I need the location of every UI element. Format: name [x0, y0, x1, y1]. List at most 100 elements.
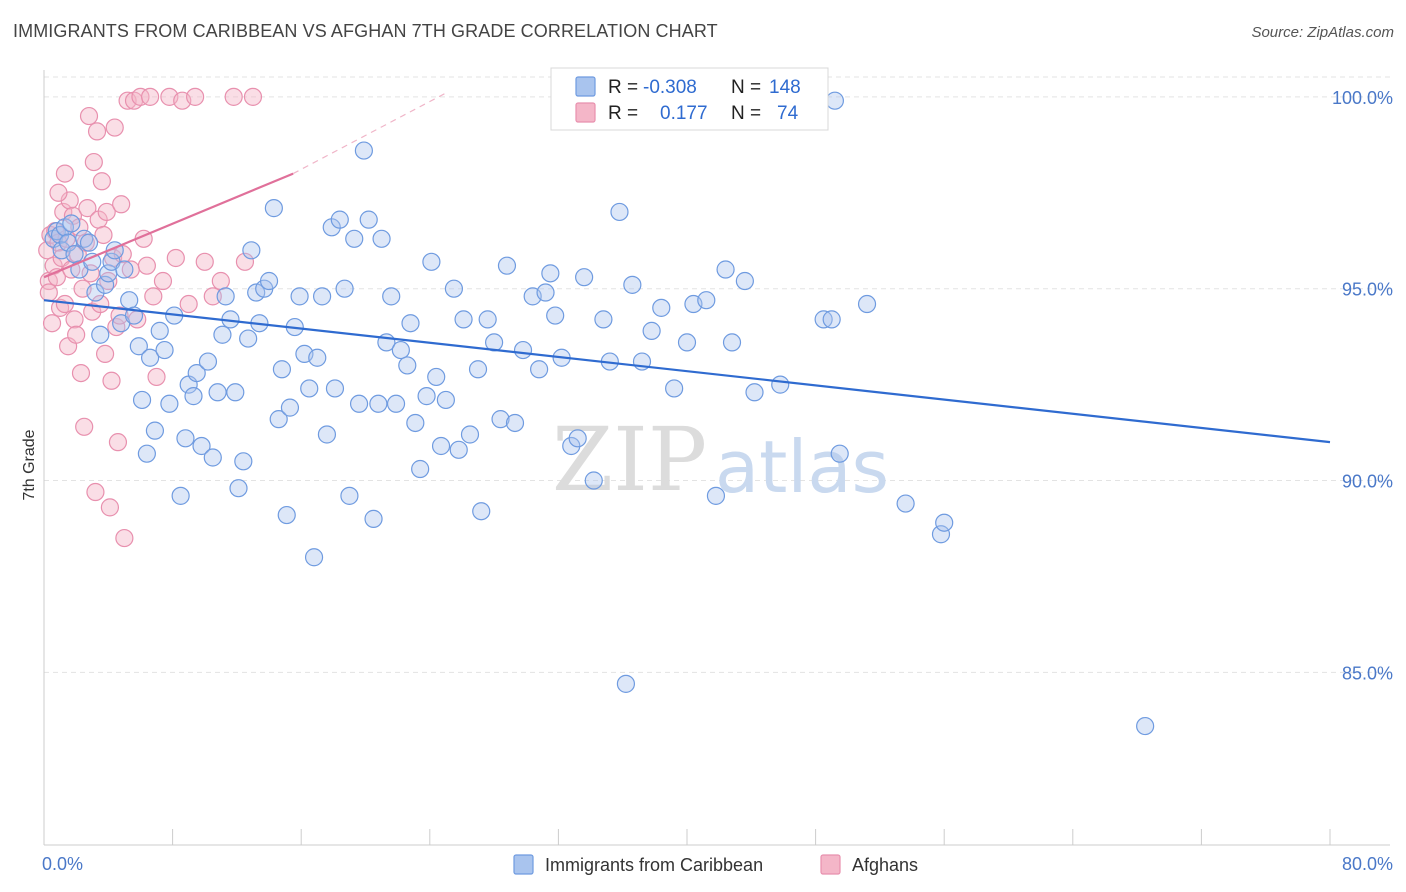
caribbean-point — [120, 291, 139, 310]
caribbean-point — [226, 383, 245, 402]
caribbean-point — [541, 264, 560, 283]
afghans-point — [86, 482, 105, 502]
caribbean-point — [382, 287, 401, 306]
caribbean-point — [460, 425, 480, 444]
caribbean-point — [594, 310, 613, 329]
caribbean-point — [623, 275, 642, 294]
legend-r-value-pink: 0.177 — [660, 103, 708, 124]
caribbean-point — [325, 379, 345, 398]
caribbean-point — [340, 486, 359, 505]
caribbean-point — [406, 413, 425, 433]
caribbean-point — [411, 459, 430, 479]
caribbean-point — [825, 91, 844, 110]
afghans-point — [100, 498, 120, 517]
caribbean-point — [213, 325, 232, 344]
afghans-point — [147, 367, 166, 387]
caribbean-point — [129, 337, 148, 356]
afghans-point — [140, 87, 160, 106]
caribbean-point — [417, 387, 436, 406]
caribbean-point — [857, 294, 877, 314]
caribbean-point — [312, 287, 332, 306]
caribbean-point — [229, 479, 248, 498]
afghans-point — [235, 252, 255, 271]
afghans-point — [211, 271, 230, 291]
caribbean-point — [91, 325, 110, 344]
caribbean-point — [280, 398, 300, 417]
legend-swatch-pink — [575, 102, 596, 123]
y-tick-labels: 85.0% 90.0% 95.0% 100.0% — [1332, 88, 1393, 683]
afghans-point — [91, 294, 110, 314]
caribbean-point — [422, 252, 441, 271]
caribbean-points — [44, 91, 1155, 736]
afghans-point — [144, 287, 163, 306]
y-tick-label: 90.0% — [1342, 472, 1393, 492]
caribbean-point — [513, 340, 533, 360]
caribbean-point — [830, 444, 849, 463]
caribbean-point — [677, 333, 697, 352]
caribbean-trendline — [43, 299, 1331, 444]
caribbean-point — [79, 233, 99, 252]
caribbean-point — [610, 202, 629, 222]
caribbean-point — [83, 252, 102, 271]
caribbean-point — [345, 229, 364, 248]
caribbean-point — [184, 387, 203, 406]
caribbean-point — [155, 340, 174, 360]
trendlines — [43, 92, 1331, 444]
x-tick-label: 0.0% — [42, 854, 83, 874]
bottom-legend-label-pink: Afghans — [852, 855, 918, 875]
caribbean-point — [62, 214, 81, 233]
afghans-point — [65, 310, 84, 329]
legend-n-value-pink: 74 — [777, 103, 799, 124]
afghans-point — [153, 271, 173, 291]
caribbean-point — [697, 291, 716, 310]
caribbean-point — [65, 245, 84, 264]
caribbean-point — [431, 436, 451, 456]
legend-n-label-pink: N = — [731, 103, 761, 124]
caribbean-point — [335, 279, 354, 298]
afghans-point — [131, 87, 150, 106]
caribbean-point — [304, 548, 324, 567]
afghans-trendline — [43, 172, 294, 279]
afghans-point — [112, 195, 131, 214]
x-tick-labels: 0.0% 80.0% — [42, 854, 1393, 874]
caribbean-point — [269, 410, 288, 429]
caribbean-point — [137, 444, 156, 463]
legend-swatch-blue — [575, 76, 596, 97]
caribbean-point — [575, 268, 594, 287]
caribbean-point — [401, 314, 420, 333]
legend-r-label-blue: R = — [608, 77, 638, 98]
afghans-point — [102, 371, 121, 390]
caribbean-point — [160, 394, 179, 413]
caribbean-point — [369, 394, 388, 413]
caribbean-point — [822, 310, 841, 329]
afghans-point — [95, 344, 115, 364]
afghans-point — [81, 264, 100, 283]
caribbean-point — [398, 356, 417, 375]
caribbean-point — [616, 674, 636, 693]
afghans-point — [137, 256, 156, 275]
caribbean-point — [472, 502, 491, 521]
caribbean-point — [546, 306, 565, 325]
caribbean-point — [931, 525, 951, 544]
afghans-point — [97, 202, 116, 222]
source-credit: Source: ZipAtlas.com — [1251, 24, 1394, 41]
stats-legend: R = -0.308 N = 148 R = 0.177 N = 74 — [550, 67, 829, 131]
caribbean-point — [171, 486, 190, 505]
y-tick-label: 100.0% — [1332, 88, 1393, 108]
afghans-point — [49, 183, 68, 202]
caribbean-point — [427, 367, 446, 387]
caribbean-point — [308, 348, 327, 367]
caribbean-point — [364, 509, 383, 528]
caribbean-point — [192, 436, 211, 456]
legend-n-value-blue: 148 — [769, 77, 801, 98]
chart-title: IMMIGRANTS FROM CARIBBEAN VS AFGHAN 7TH … — [13, 21, 718, 41]
y-tick-label: 85.0% — [1342, 663, 1393, 683]
watermark-atlas: atlas — [715, 425, 889, 509]
afghans-point — [110, 306, 129, 325]
caribbean-point — [735, 271, 754, 291]
caribbean-point — [203, 448, 222, 467]
watermark-zip: ZIP — [552, 408, 707, 511]
caribbean-point — [491, 410, 510, 429]
caribbean-point — [176, 429, 195, 448]
bottom-legend-swatch-blue — [513, 854, 534, 875]
